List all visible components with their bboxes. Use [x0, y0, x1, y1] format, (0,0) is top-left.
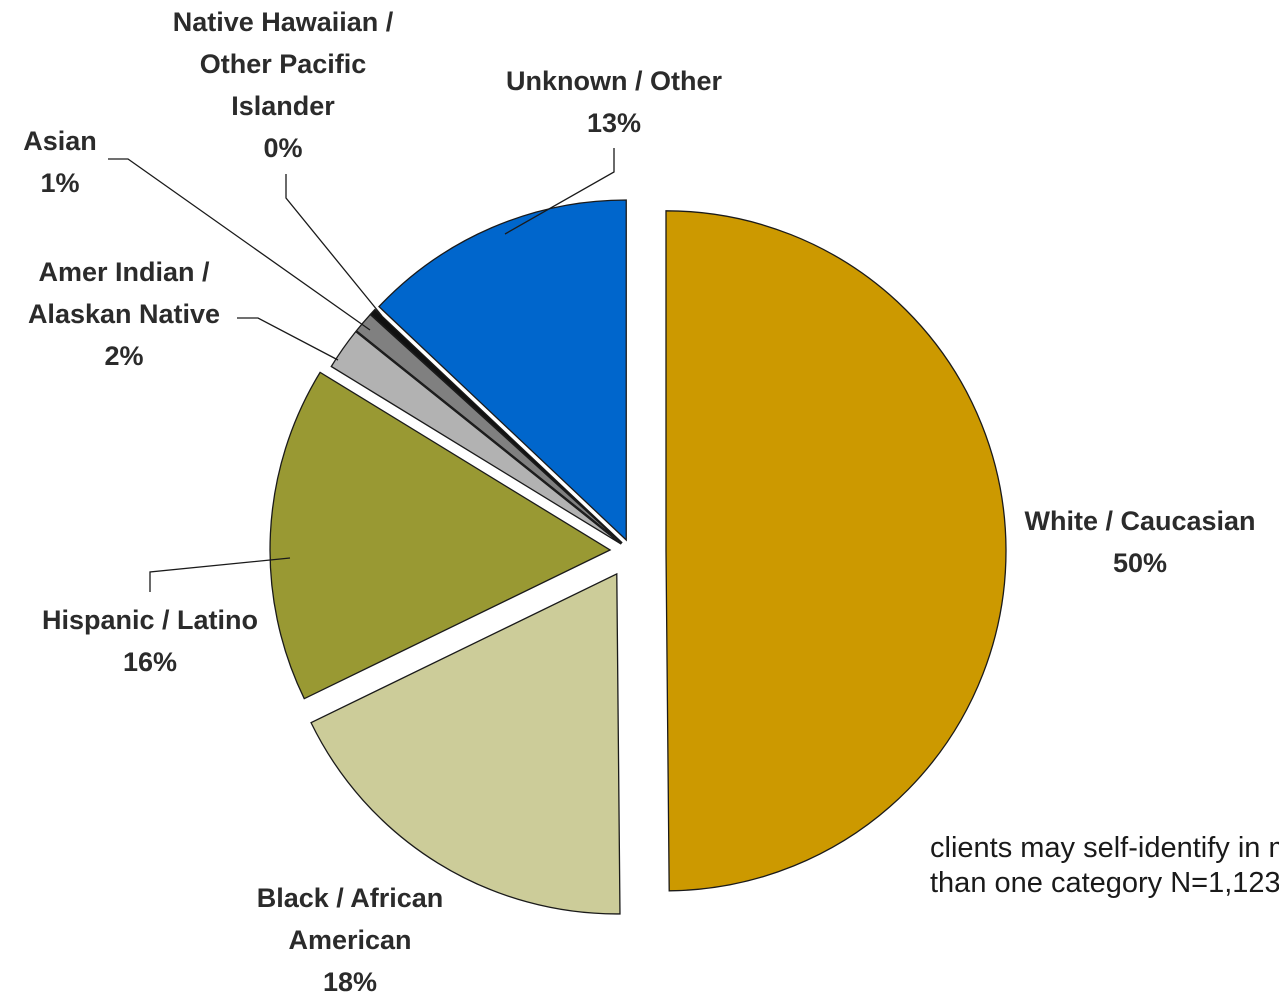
slice-label-line: Hispanic / Latino	[42, 605, 258, 635]
pie-slice-black-african-american	[310, 572, 621, 915]
pie-slice-native-hawaiian-other-pacific-islander	[369, 308, 623, 544]
leader-line	[285, 174, 383, 317]
slice-label-line: Other Pacific	[200, 49, 367, 79]
slice-label-line: Islander	[231, 91, 335, 121]
slice-label-line: American	[288, 925, 411, 955]
pie-slice-hispanic-latino	[269, 371, 612, 700]
slice-labels: White / Caucasian 50% Black / African Ameri…	[23, 7, 1255, 995]
chart-note-line-2: than one category N=1,123	[930, 867, 1279, 899]
slice-label-line: Black / African	[257, 883, 444, 913]
slice-label-percent: 50%	[1113, 548, 1167, 578]
slice-label-line: Native Hawaiian /	[173, 7, 394, 37]
slice-label-percent: 18%	[323, 967, 377, 995]
slice-label: Hispanic / Latino 16%	[42, 605, 258, 677]
chart-note-line-1: clients may self-identify in more	[930, 832, 1279, 864]
slice-label-line: Asian	[23, 126, 97, 156]
slice-label: Native Hawaiian / Other Pacific Islander 0%	[173, 7, 394, 163]
slice-label: Amer Indian / Alaskan Native 2%	[28, 257, 220, 371]
chart-note: clients may self-identify in more than o…	[930, 832, 1279, 899]
pie-slice-unknown-other	[378, 199, 627, 542]
slice-label: Unknown / Other 13%	[506, 66, 722, 138]
slice-label-percent: 2%	[104, 341, 143, 371]
leader-line	[237, 317, 339, 361]
slice-label-percent: 13%	[587, 108, 641, 138]
pie-slices	[269, 199, 1007, 915]
leader-line	[504, 148, 615, 235]
slice-label-percent: 1%	[40, 168, 79, 198]
slice-label: White / Caucasian 50%	[1024, 506, 1255, 578]
slice-label-line: Unknown / Other	[506, 66, 722, 96]
slice-label: Asian 1%	[23, 126, 97, 198]
slice-label-percent: 16%	[123, 647, 177, 677]
slice-label-line: Amer Indian /	[38, 257, 210, 287]
leader-line	[108, 158, 371, 331]
slice-label: Black / African American 18%	[257, 883, 444, 995]
slice-label-percent: 0%	[263, 133, 302, 163]
slice-label-line: Alaskan Native	[28, 299, 220, 329]
pie-slice-white-caucasian	[665, 210, 1007, 892]
pie-slice-amer-indian-alaskan-native	[330, 330, 622, 545]
leader-line	[149, 557, 291, 592]
slice-label-line: White / Caucasian	[1024, 506, 1255, 536]
leader-lines	[108, 148, 615, 592]
